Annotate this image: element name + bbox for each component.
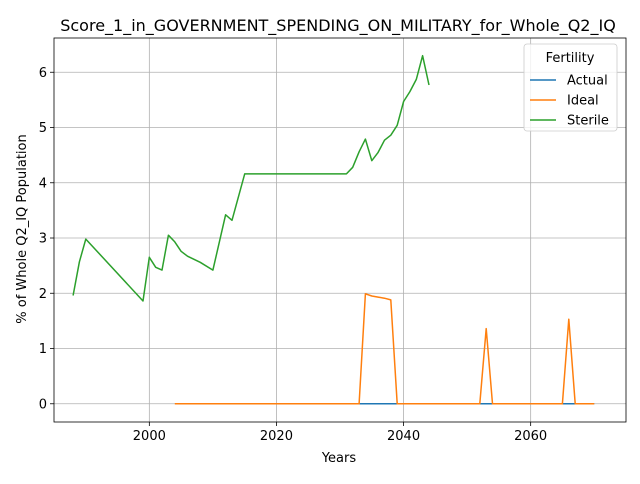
y-tick-label: 4	[39, 176, 47, 191]
x-axis-label: Years	[321, 451, 357, 466]
y-axis-label: % of Whole Q2_IQ Population	[15, 134, 30, 323]
y-tick-label: 2	[39, 287, 47, 302]
x-tick-label: 2020	[260, 429, 293, 444]
x-tick-label: 2040	[387, 429, 420, 444]
y-tick-label: 0	[39, 397, 47, 412]
x-tick-label: 2060	[514, 429, 547, 444]
y-tick-label: 5	[39, 121, 47, 136]
series-line-sterile	[72, 54, 430, 302]
y-tick-label: 3	[39, 232, 47, 247]
y-tick-label: 6	[39, 66, 47, 81]
legend-label-actual: Actual	[567, 74, 608, 89]
legend-label-ideal: Ideal	[567, 94, 599, 109]
legend-items: Actual Ideal Sterile	[530, 74, 609, 129]
legend-title: Fertility	[546, 51, 595, 66]
legend-label-sterile: Sterile	[567, 114, 609, 129]
chart-title: Score_1_in_GOVERNMENT_SPENDING_ON_MILITA…	[60, 16, 616, 36]
x-axis-ticks: 2000 2020 2040 2060	[133, 422, 547, 444]
x-tick-label: 2000	[133, 429, 166, 444]
series-line-ideal	[174, 293, 595, 405]
plot-frame	[53, 37, 627, 423]
series-lines	[72, 54, 595, 405]
legend-box	[523, 43, 618, 132]
legend: Fertility Actual Ideal Sterile	[523, 43, 618, 132]
y-axis-ticks: 0 1 2 3 4 5 6	[39, 66, 54, 412]
y-tick-label: 1	[39, 342, 47, 357]
